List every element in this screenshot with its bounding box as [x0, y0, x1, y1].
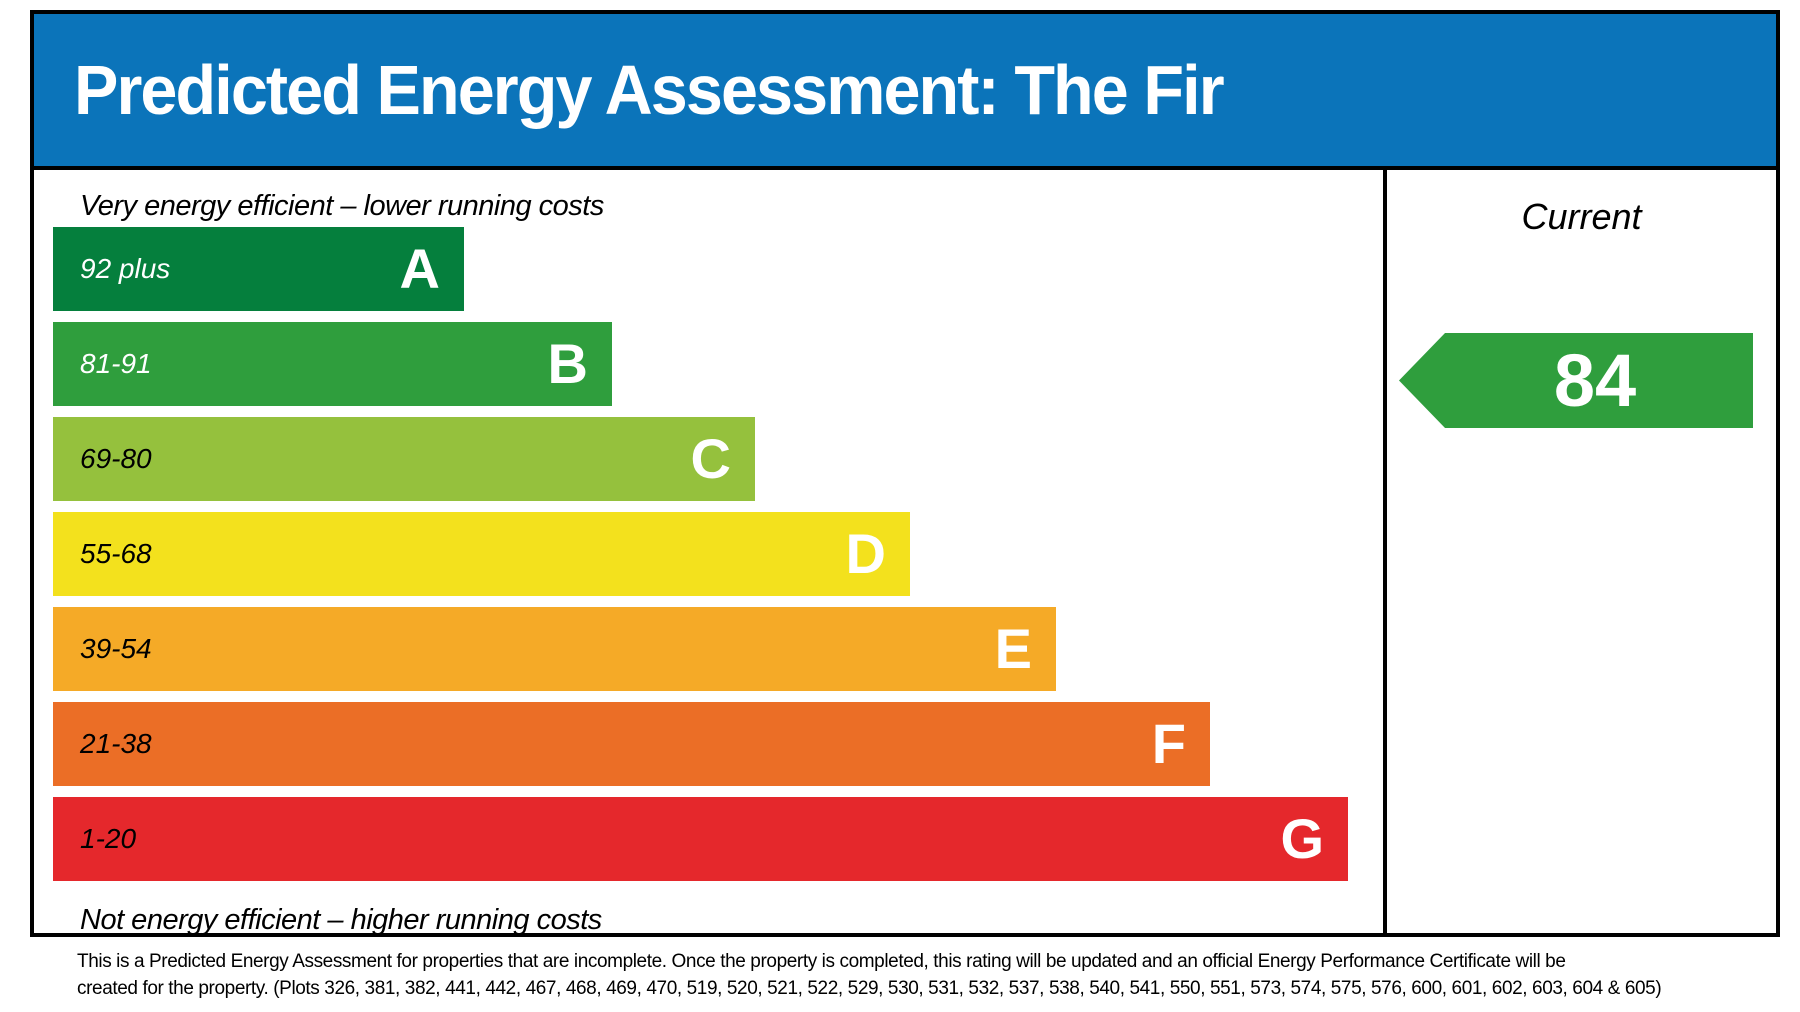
- epc-certificate: Predicted Energy Assessment: The Fir Ver…: [30, 10, 1780, 937]
- band-letter: E: [994, 617, 1032, 680]
- certificate-body: Very energy efficient – lower running co…: [34, 170, 1776, 936]
- band-range-label: 69-80: [80, 443, 152, 474]
- band-letter: A: [399, 237, 440, 300]
- current-column-header: Current: [1521, 196, 1642, 237]
- footer-line-2: created for the property. (Plots 326, 38…: [77, 978, 1662, 999]
- band-range-label: 81-91: [80, 348, 152, 379]
- band-range-label: 55-68: [80, 538, 152, 569]
- band-letter: D: [845, 522, 886, 585]
- epc-band-e: 39-54 E: [53, 607, 1056, 691]
- current-rating-arrow: 84: [1399, 333, 1753, 428]
- epc-band-g: 1-20 G: [53, 797, 1348, 881]
- epc-band-a: 92 plus A: [53, 227, 464, 311]
- current-column: Current 84: [1387, 170, 1776, 933]
- epc-band-d: 55-68 D: [53, 512, 910, 596]
- current-rating-value: 84: [1553, 338, 1637, 422]
- band-letter: B: [547, 332, 588, 395]
- band-letter: C: [690, 427, 731, 490]
- footer-line-1: This is a Predicted Energy Assessment fo…: [77, 951, 1566, 972]
- top-caption: Very energy efficient – lower running co…: [80, 190, 604, 222]
- page-title: Predicted Energy Assessment: The Fir: [74, 51, 1225, 129]
- epc-band-c: 69-80 C: [53, 417, 755, 501]
- bands-column: Very energy efficient – lower running co…: [34, 170, 1387, 936]
- epc-band-f: 21-38 F: [53, 702, 1210, 786]
- band-range-label: 21-38: [80, 728, 152, 759]
- footer-note: This is a Predicted Energy Assessment fo…: [77, 948, 1777, 1002]
- header-bar: Predicted Energy Assessment: The Fir: [34, 14, 1776, 170]
- band-letter: F: [1151, 712, 1186, 775]
- bands-list: 92 plus A 81-91 B 69-80 C 55-68 D 39-54 E 21-38 F 1-…: [34, 227, 1383, 881]
- band-range-label: 92 plus: [80, 253, 171, 284]
- band-range-label: 1-20: [80, 823, 137, 854]
- epc-band-b: 81-91 B: [53, 322, 612, 406]
- band-letter: G: [1280, 807, 1324, 870]
- band-range-label: 39-54: [80, 633, 152, 664]
- bottom-caption: Not energy efficient – higher running co…: [80, 904, 602, 936]
